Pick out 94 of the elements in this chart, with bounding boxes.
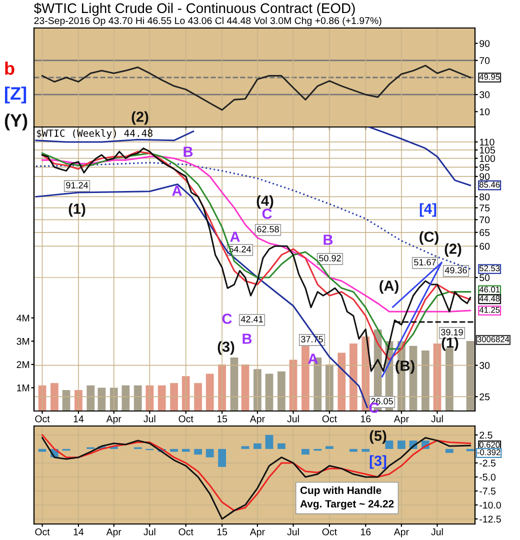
y-tick-label: 30 [480, 91, 490, 98]
y-tick-label: 65 [480, 229, 490, 236]
annotation: C [262, 208, 272, 219]
y-tick-label: -5.0 [480, 474, 496, 481]
annotation: 91.24 [66, 182, 88, 188]
x-tick-label: Oct [35, 528, 50, 536]
x-tick-label: Jul [144, 528, 156, 536]
y2-tick-label: 2M [16, 361, 30, 368]
y-tick-label: -10.0 [480, 502, 501, 509]
y-tick-label: 25 [480, 393, 490, 400]
annotation: B [242, 334, 252, 344]
x-tick-label: Apr [394, 416, 409, 424]
x-tick-label: Jul [287, 415, 299, 422]
y-tick-label: -2.5 [480, 460, 496, 467]
y-tick-label: 75 [480, 204, 490, 212]
annotation: (B) [396, 360, 414, 374]
x-tick-label: 14 [74, 416, 84, 422]
x-tick-label: Jul [144, 415, 156, 422]
x-tick-label: Oct [178, 415, 194, 422]
y-tick-label: 105 [480, 146, 495, 154]
y-tick-label: -12.5 [480, 516, 501, 523]
text: [Z] [5, 86, 26, 104]
x-tick-label: Apr [250, 528, 265, 538]
x-tick-label: Apr [394, 528, 409, 538]
data-label: 49.95 [479, 74, 500, 80]
x-tick-label: Apr [106, 416, 122, 424]
y-tick-label: -7.5 [480, 488, 496, 495]
x-tick-label: 16 [360, 528, 371, 536]
annotation: 51.67 [414, 259, 436, 266]
data-label: 46.01 [479, 286, 500, 292]
data-label: 0.620 [479, 442, 500, 448]
annotation: 62.58 [257, 226, 279, 232]
text: (Y) [4, 114, 28, 130]
annotation: (1) [68, 203, 86, 217]
x-tick-label: 15 [217, 528, 228, 536]
annotation: (3) [218, 341, 234, 355]
annotation: A [308, 354, 318, 364]
annotation: 50.92 [319, 255, 341, 262]
y-tick-label: 90 [480, 173, 490, 180]
annotation: (A) [380, 280, 398, 294]
y-tick-label: 90 [480, 40, 490, 47]
y-tick-label: 80 [480, 193, 490, 200]
text: b [5, 62, 14, 75]
annotation: (2) [132, 111, 148, 125]
annotation: C [369, 402, 379, 413]
annotation: (1) [442, 337, 458, 351]
y-tick-label: 100 [480, 155, 496, 162]
y2-tick-label: 3M [16, 338, 30, 345]
x-tick-label: Jul [431, 528, 443, 536]
x-tick-label: Oct [322, 528, 337, 536]
x-tick-label: Apr [250, 416, 265, 424]
annotation: 42.41 [240, 316, 263, 322]
annotation: B [324, 234, 333, 245]
annotation: (5) [370, 430, 386, 444]
y2-tick-label: 4M [16, 314, 30, 322]
text: -0.392 [477, 449, 500, 456]
chart-subtitle: 23-Sep-2016 Op 43.70 Hi 46.55 Lo 43.06 Cl 44.48 Vol 3.0M Chg +0.86 (+1.97%) [34, 16, 382, 26]
x-tick-label: Oct [35, 415, 50, 422]
annotation: 39.19 [441, 329, 463, 336]
annotation: A [230, 232, 240, 242]
text: 3006824 [477, 336, 510, 342]
annotation: $WTIC (Weekly) 44.48 [36, 129, 152, 139]
data-label: 41.25 [479, 306, 500, 313]
x-tick-label: Oct [178, 528, 194, 536]
x-tick-label: Oct [322, 415, 337, 422]
annotation: [4] [420, 203, 436, 217]
x-tick-label: 16 [360, 415, 371, 422]
annotation: Cup with Handle Avg. Target ~ 24.22 [300, 486, 394, 510]
data-label: 52.53 [480, 265, 500, 272]
annotation: (C) [420, 231, 438, 245]
annotation: (2) [444, 243, 462, 257]
annotation: [3] [370, 455, 386, 469]
annotation: 49.36 [444, 267, 467, 274]
data-label: 44.48 [479, 296, 500, 302]
x-tick-label: Jul [287, 528, 299, 536]
annotation: (4) [256, 195, 274, 209]
y-tick-label: 70 [480, 57, 490, 64]
annotation: A [172, 186, 182, 196]
annotation: C [222, 314, 232, 324]
y-tick-label: 10 [480, 108, 490, 116]
y-tick-label: 60 [480, 242, 490, 250]
x-tick-label: 15 [217, 416, 228, 422]
chart-title: $WTIC Light Crude Oil - Continuous Contract (EOD) [34, 2, 355, 16]
y-tick-label: 70 [480, 216, 490, 224]
y-tick-label: 110 [480, 138, 494, 146]
y-tick-label: 50 [480, 274, 490, 282]
y-tick-label: 30 [480, 362, 490, 369]
x-tick-label: Apr [106, 528, 122, 538]
x-tick-label: Jul [431, 415, 443, 422]
y-tick-label: 2.5 [480, 432, 492, 439]
y2-tick-label: 1M [17, 384, 30, 392]
y-tick-label: 95 [480, 164, 490, 171]
x-tick-label: 14 [74, 528, 84, 536]
data-label: 85.46 [480, 182, 500, 188]
